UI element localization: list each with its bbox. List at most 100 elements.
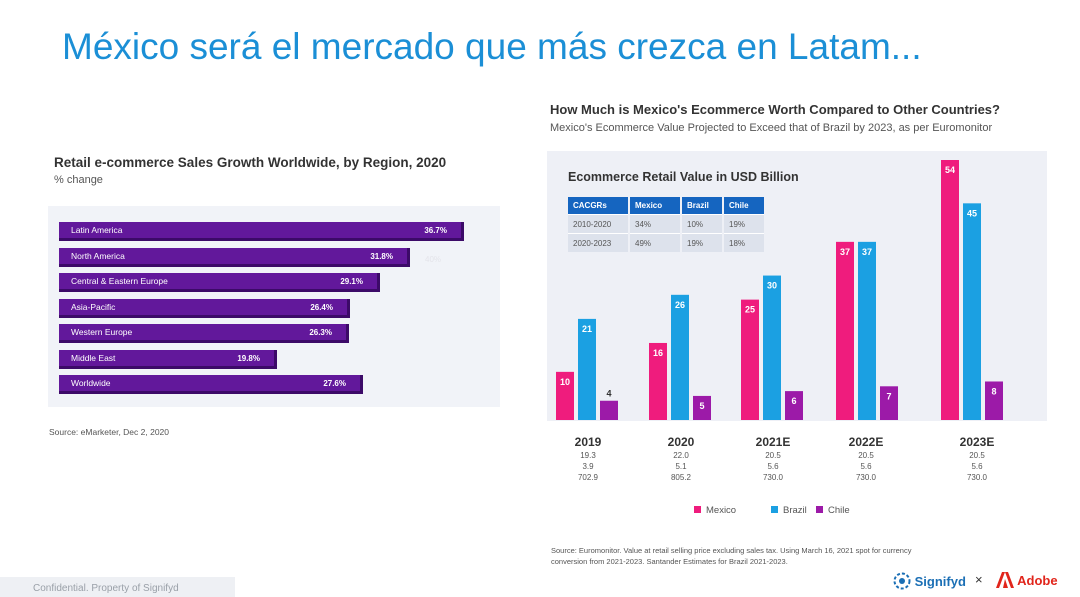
bar-value-label: 37 bbox=[840, 247, 850, 257]
left-chart-bar-label: Western Europe bbox=[71, 327, 133, 337]
right-chart-subtitle: Mexico's Ecommerce Value Projected to Ex… bbox=[550, 122, 993, 134]
cagr-header-chile: Chile bbox=[724, 197, 764, 214]
bar-brazil bbox=[858, 241, 876, 420]
bar-mexico bbox=[741, 299, 759, 420]
signifyd-logo: Signifyd bbox=[893, 572, 966, 590]
category-stat: 5.6 bbox=[971, 462, 983, 471]
footer-tab bbox=[0, 577, 235, 597]
left-chart-source: Source: eMarketer, Dec 2, 2020 bbox=[49, 427, 170, 437]
adobe-logo: Adobe bbox=[996, 572, 1058, 588]
category-stat: 3.9 bbox=[582, 462, 594, 471]
category-label: 2019 bbox=[574, 435, 602, 449]
category-stat: 805.2 bbox=[670, 473, 692, 482]
adobe-wordmark: Adobe bbox=[1017, 573, 1058, 588]
bar-mexico bbox=[836, 241, 854, 420]
bar-chile bbox=[880, 386, 898, 420]
cagr-cell: 10% bbox=[682, 214, 722, 233]
left-chart-bar: Central & Eastern Europe 29.1% bbox=[59, 273, 380, 292]
category-label: 2022E bbox=[848, 435, 884, 449]
cagr-cell: 18% bbox=[724, 233, 764, 252]
bar-brazil bbox=[671, 294, 689, 420]
category-label: 2020 bbox=[667, 435, 695, 449]
category-stat: 702.9 bbox=[577, 473, 599, 482]
legend-label: Mexico bbox=[706, 505, 737, 516]
bar-value-label: 7 bbox=[886, 391, 891, 401]
bar-value-label: 37 bbox=[862, 247, 872, 257]
left-chart-title: Retail e-commerce Sales Growth Worldwide… bbox=[54, 155, 447, 170]
left-chart-bar-value: 26.4% bbox=[310, 302, 333, 312]
cagr-cell: 19% bbox=[682, 233, 722, 252]
cagr-cell: 19% bbox=[724, 214, 764, 233]
legend-label: Chile bbox=[828, 505, 850, 516]
category-stat: 22.0 bbox=[673, 451, 689, 460]
right-chart-title: How Much is Mexico's Ecommerce Worth Com… bbox=[550, 102, 1000, 117]
left-chart-bar-label: Latin America bbox=[71, 225, 123, 235]
legend-swatch-mexico bbox=[694, 506, 701, 513]
bar-chile bbox=[785, 391, 803, 420]
left-chart-bar-value: 36.7% bbox=[424, 226, 447, 235]
cagr-header-row: CACGRs Mexico Brazil Chile bbox=[568, 197, 764, 214]
left-chart-bar-value: 31.8% bbox=[370, 251, 393, 261]
legend-swatch-brazil bbox=[771, 506, 778, 513]
left-chart-bar: Western Europe 26.3% bbox=[59, 324, 349, 343]
right-chart-inner-title: Ecommerce Retail Value in USD Billion bbox=[568, 170, 799, 184]
left-chart-bar: Worldwide 27.6% bbox=[59, 375, 363, 394]
left-chart-bar-label: North America bbox=[71, 250, 125, 261]
bar-mexico bbox=[649, 342, 667, 420]
slide-title: México será el mercado que más crezca en… bbox=[62, 26, 922, 67]
legend-item-mexico: Mexico bbox=[694, 505, 736, 516]
cagr-header-brazil: Brazil bbox=[682, 197, 722, 214]
bar-value-label: 10 bbox=[560, 377, 570, 387]
category-label: 2023E bbox=[959, 435, 995, 449]
bar-value-label: 4 bbox=[606, 389, 611, 399]
category-stat: 730.0 bbox=[762, 473, 784, 482]
cagr-header-period: CACGRs bbox=[568, 197, 628, 214]
left-chart-bar: Middle East 19.8% bbox=[59, 349, 277, 369]
bar-chile bbox=[600, 400, 618, 420]
left-chart-bar-label: Central & Eastern Europe bbox=[71, 276, 168, 286]
bar-value-label: 21 bbox=[582, 324, 592, 334]
legend-item-brazil: Brazil bbox=[771, 505, 807, 516]
right-chart-source: Source: Euromonitor. Value at retail sel… bbox=[551, 546, 912, 566]
bar-chile bbox=[693, 395, 711, 420]
cagr-table: CACGRs Mexico Brazil Chile 2010-2020 34%… bbox=[566, 197, 766, 252]
category-stat: 20.5 bbox=[765, 451, 781, 460]
left-chart-ghost-label: 40% bbox=[425, 255, 442, 264]
bar-brazil bbox=[578, 318, 596, 420]
bar-value-label: 5 bbox=[699, 401, 704, 411]
left-chart-bar: North America 31.8% bbox=[59, 247, 410, 267]
signifyd-icon bbox=[893, 572, 911, 590]
category-stat: 20.5 bbox=[969, 451, 985, 460]
category-label: 2021E bbox=[755, 435, 791, 449]
category-stat: 5.6 bbox=[860, 462, 872, 471]
left-chart-bar-label: Worldwide bbox=[71, 378, 111, 388]
bar-mexico bbox=[556, 371, 574, 420]
left-chart-bar-value: 26.3% bbox=[309, 328, 332, 337]
bar-value-label: 16 bbox=[653, 348, 663, 358]
adobe-icon bbox=[996, 572, 1014, 588]
bar-value-label: 25 bbox=[745, 305, 755, 315]
bar-value-label: 45 bbox=[967, 208, 977, 218]
left-chart-bar-value: 19.8% bbox=[237, 353, 260, 363]
category-stat: 5.1 bbox=[675, 462, 687, 471]
cagr-cell: 34% bbox=[630, 214, 680, 233]
legend-item-chile: Chile bbox=[816, 505, 850, 516]
bar-value-label: 26 bbox=[675, 300, 685, 310]
category-stat: 19.3 bbox=[580, 451, 596, 460]
bar-value-label: 8 bbox=[991, 386, 996, 396]
bar-chile bbox=[985, 381, 1003, 420]
bar-value-label: 54 bbox=[945, 165, 955, 175]
left-chart-subtitle: % change bbox=[54, 174, 103, 186]
cagr-cell: 49% bbox=[630, 233, 680, 252]
bar-value-label: 6 bbox=[791, 396, 796, 406]
bar-value-label: 30 bbox=[767, 281, 777, 291]
bar-mexico bbox=[941, 160, 959, 420]
cagr-header-mexico: Mexico bbox=[630, 197, 680, 214]
left-chart-bar-value: 29.1% bbox=[340, 277, 363, 286]
category-stat: 20.5 bbox=[858, 451, 874, 460]
legend-label: Brazil bbox=[783, 505, 807, 516]
bar-brazil bbox=[763, 275, 781, 420]
cagr-cell: 2010-2020 bbox=[568, 214, 628, 233]
left-chart-bar-label: Middle East bbox=[71, 352, 116, 363]
